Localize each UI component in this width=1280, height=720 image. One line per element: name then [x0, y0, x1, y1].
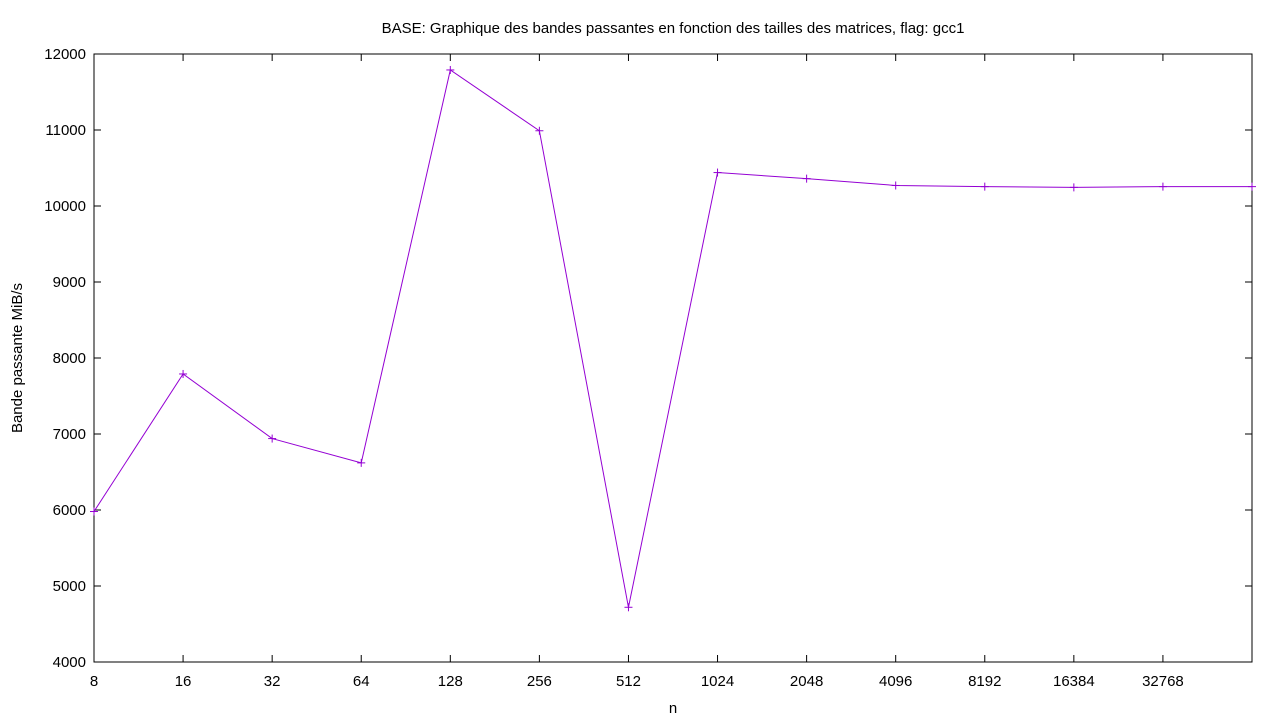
- data-point: [980, 182, 989, 191]
- data-point: [1069, 183, 1078, 192]
- y-tick-label: 11000: [45, 122, 86, 139]
- x-tick-label: 4096: [879, 673, 912, 690]
- series-layer: [90, 65, 1256, 612]
- x-tick-label: 32: [264, 673, 281, 690]
- data-point: [535, 126, 544, 135]
- data-point: [1248, 182, 1256, 191]
- x-axis: 8 16 32 64 128 256 512 1024 2048 4096 8192 16384 327…: [90, 54, 1184, 690]
- y-tick-label: 7000: [53, 426, 86, 443]
- y-tick-label: 5000: [53, 578, 86, 595]
- x-tick-label: 8192: [968, 673, 1001, 690]
- x-tick-label: 8: [90, 673, 98, 690]
- x-tick-label: 128: [438, 673, 463, 690]
- x-tick-label: 32768: [1142, 673, 1184, 690]
- x-tick-label: 64: [353, 673, 370, 690]
- data-point: [891, 181, 900, 190]
- data-point: [802, 174, 811, 183]
- y-axis: 4000 5000 6000 7000 8000 9000 10000 11000 12000: [44, 46, 1252, 671]
- x-tick-label: 16384: [1053, 673, 1095, 690]
- y-tick-label: 4000: [53, 654, 86, 671]
- data-point: [713, 168, 722, 177]
- data-point: [268, 434, 277, 443]
- data-point: [90, 507, 98, 516]
- y-tick-label: 12000: [44, 46, 86, 63]
- data-point: [179, 369, 188, 378]
- x-tick-label: 1024: [701, 673, 734, 690]
- y-tick-label: 8000: [53, 350, 86, 367]
- x-tick-label: 16: [175, 673, 192, 690]
- data-point: [446, 65, 455, 74]
- y-tick-label: 10000: [44, 198, 86, 215]
- x-tick-label: 512: [616, 673, 641, 690]
- y-axis-label: Bande passante MiB/s: [9, 283, 26, 433]
- x-tick-label: 256: [527, 673, 552, 690]
- data-point: [624, 603, 633, 612]
- data-point: [1158, 182, 1167, 191]
- data-point: [357, 458, 366, 467]
- plot-frame: [93, 53, 1253, 663]
- series-line-0: [93, 69, 1252, 608]
- x-tick-label: 2048: [790, 673, 823, 690]
- y-tick-label: 9000: [53, 274, 86, 291]
- chart-title: BASE: Graphique des bandes passantes en …: [382, 20, 965, 37]
- y-tick-label: 6000: [53, 502, 86, 519]
- x-axis-label: n: [669, 700, 677, 717]
